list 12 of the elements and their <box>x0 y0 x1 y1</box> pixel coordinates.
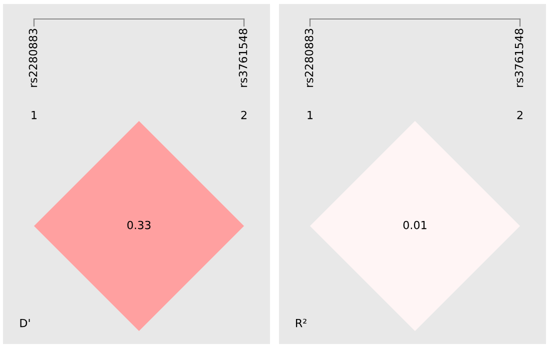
data-label: 0.01 <box>403 220 426 230</box>
text: rs2280883 <box>304 28 314 87</box>
text: 2 <box>517 110 522 120</box>
data-label: 0.33 <box>127 220 150 230</box>
text: 1 <box>32 110 37 120</box>
text: rs2280883 <box>28 28 38 87</box>
text: rs3761548 <box>238 28 248 87</box>
text: R² <box>296 318 306 328</box>
text: 1 <box>308 110 313 120</box>
text: rs3761548 <box>514 28 524 87</box>
text: 2 <box>241 110 246 120</box>
text: D' <box>20 318 30 328</box>
